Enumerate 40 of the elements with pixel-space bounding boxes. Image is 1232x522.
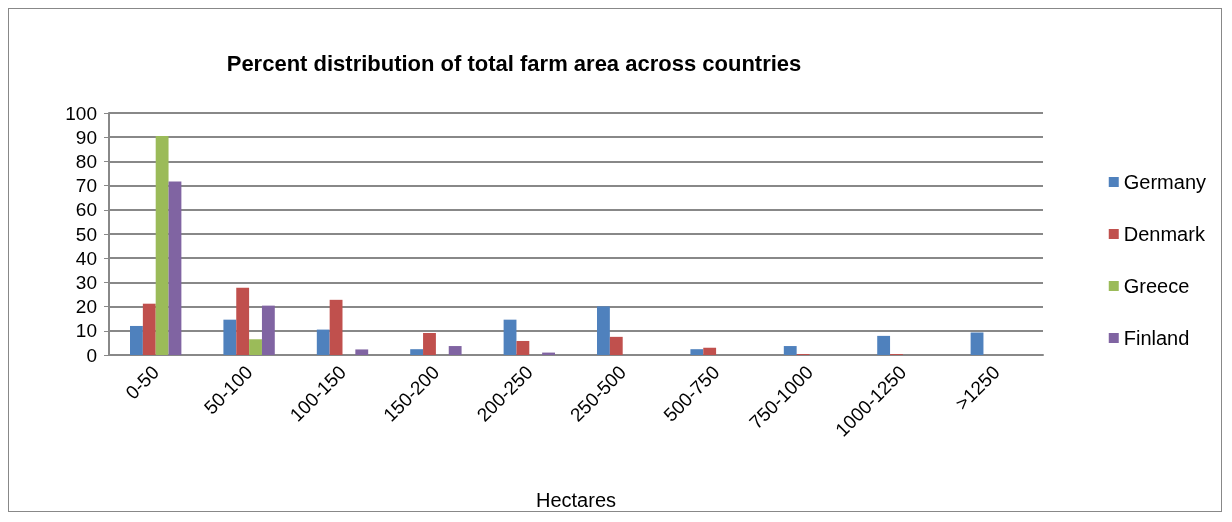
legend-label: Denmark xyxy=(1123,223,1206,245)
y-tick-label: 10 xyxy=(75,320,97,342)
y-tick-label: 0 xyxy=(86,344,97,366)
bar xyxy=(877,335,891,355)
bar xyxy=(448,346,462,355)
legend-label: Greece xyxy=(1123,275,1190,297)
bar xyxy=(516,340,530,355)
legend-label: Finland xyxy=(1123,327,1190,349)
bar xyxy=(261,305,275,355)
y-tick-label: 40 xyxy=(75,247,97,269)
bar xyxy=(236,287,250,355)
bar xyxy=(130,325,143,355)
x-axis-title: Hectares xyxy=(535,489,617,511)
bar xyxy=(597,306,610,355)
y-tick-label: 30 xyxy=(75,271,97,293)
bar xyxy=(970,332,984,355)
chart-title: Percent distribution of total farm area across countries xyxy=(226,50,802,76)
legend-label: Germany xyxy=(1123,171,1206,193)
bar xyxy=(249,339,262,355)
bar xyxy=(316,329,330,355)
bar xyxy=(410,349,424,355)
bar xyxy=(355,349,369,355)
bar xyxy=(609,336,623,355)
y-tick-label: 60 xyxy=(75,199,97,221)
bar xyxy=(329,299,343,355)
bar xyxy=(142,303,156,355)
bar xyxy=(703,347,717,355)
bar xyxy=(168,181,182,355)
y-tick-label: 20 xyxy=(75,296,97,318)
y-tick-label: 90 xyxy=(75,126,97,148)
bar xyxy=(423,332,436,355)
y-tick-label: 70 xyxy=(75,175,97,197)
bar xyxy=(783,346,797,355)
y-tick-label: 100 xyxy=(65,102,97,124)
y-tick-label: 50 xyxy=(75,223,97,245)
bar xyxy=(503,319,517,355)
bar xyxy=(223,319,237,355)
bar xyxy=(155,135,169,355)
bar xyxy=(690,349,704,355)
y-tick-label: 80 xyxy=(75,150,97,172)
